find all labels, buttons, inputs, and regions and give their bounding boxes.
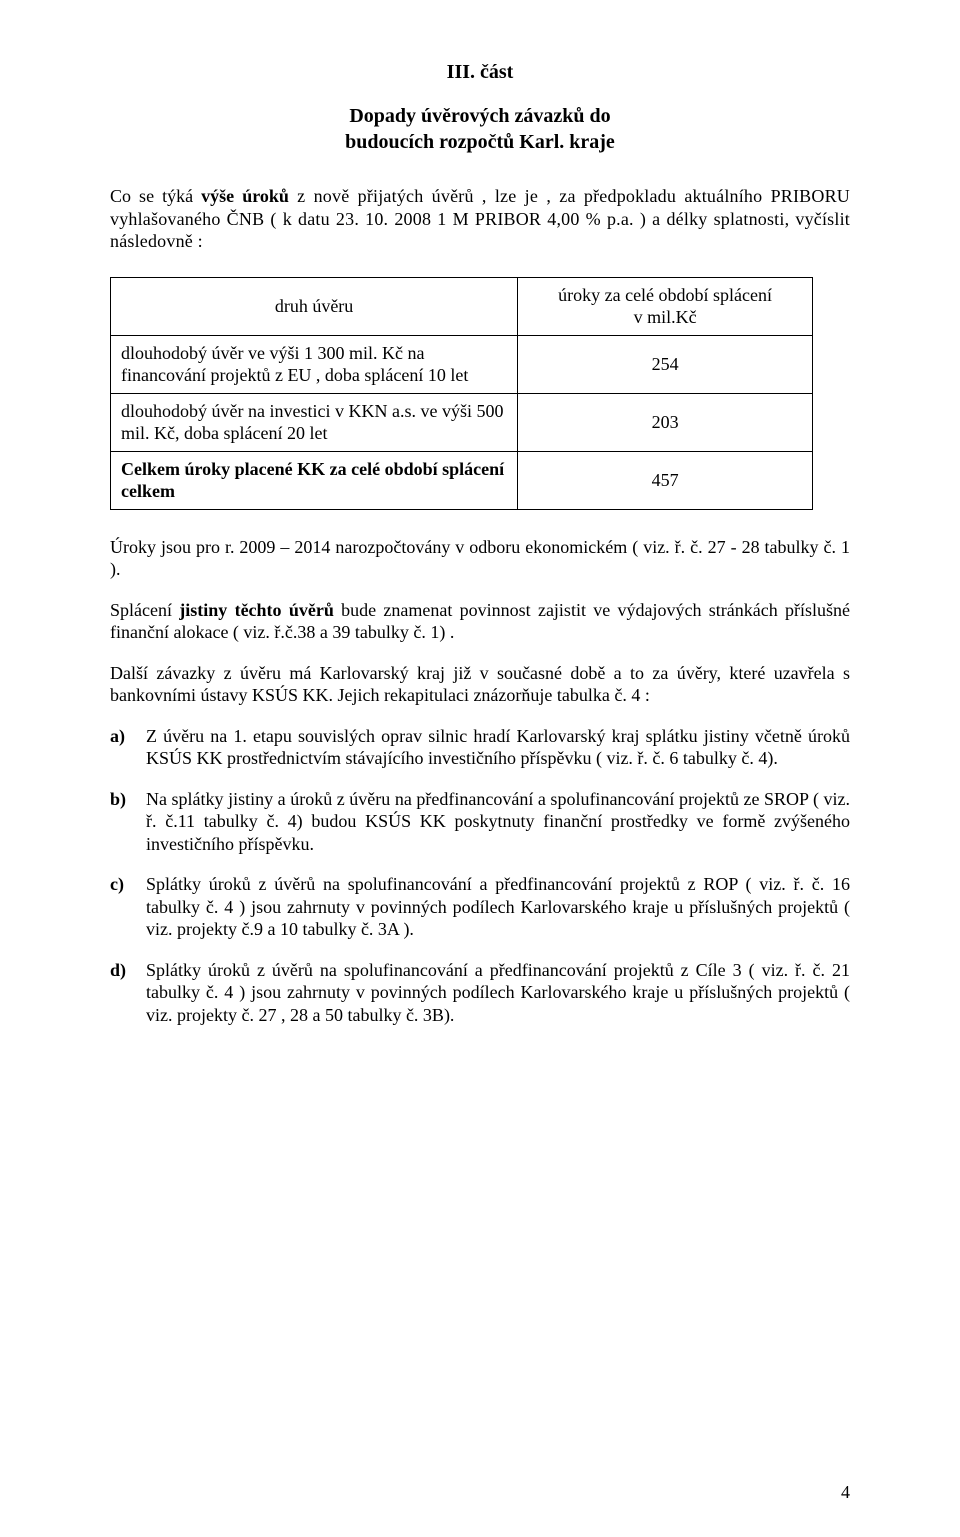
- section-label: III. část: [110, 60, 850, 85]
- loan-table: druh úvěru úroky za celé období splácení…: [110, 277, 813, 510]
- table-header-row: druh úvěru úroky za celé období splácení…: [111, 277, 813, 335]
- table-header-right-l1: úroky za celé období splácení: [558, 285, 772, 305]
- list-item: a) Z úvěru na 1. etapu souvislých oprav …: [110, 725, 850, 770]
- list-body-d: Splátky úroků z úvěrů na spolufinancován…: [146, 959, 850, 1027]
- page-number: 4: [841, 1481, 850, 1504]
- p3-bold: jistiny těchto úvěrů: [179, 600, 341, 620]
- p3-prefix: Splácení: [110, 600, 179, 620]
- document-page: III. část Dopady úvěrových závazků do bu…: [0, 0, 960, 1537]
- body-paragraph-principal: Splácení jistiny těchto úvěrů bude zname…: [110, 599, 850, 644]
- title-line-1: Dopady úvěrových závazků do: [349, 105, 610, 127]
- intro-paragraph: Co se týká výše úroků z nově přijatých ú…: [110, 185, 850, 253]
- intro-prefix: Co se týká: [110, 186, 201, 206]
- table-cell-desc: dlouhodobý úvěr ve výši 1 300 mil. Kč na…: [111, 335, 518, 393]
- list-label-c: c): [110, 873, 146, 941]
- list-item: c) Splátky úroků z úvěrů na spolufinanco…: [110, 873, 850, 941]
- body-paragraph-other-loans: Další závazky z úvěru má Karlovarský kra…: [110, 662, 850, 707]
- ordered-list: a) Z úvěru na 1. etapu souvislých oprav …: [110, 725, 850, 1027]
- list-label-b: b): [110, 788, 146, 856]
- list-label-a: a): [110, 725, 146, 770]
- table-cell-value: 203: [518, 393, 813, 451]
- table-row: dlouhodobý úvěr ve výši 1 300 mil. Kč na…: [111, 335, 813, 393]
- body-paragraph-interest: Úroky jsou pro r. 2009 – 2014 narozpočto…: [110, 536, 850, 581]
- list-body-c: Splátky úroků z úvěrů na spolufinancován…: [146, 873, 850, 941]
- table-header-left: druh úvěru: [111, 277, 518, 335]
- table-row: dlouhodobý úvěr na investici v KKN a.s. …: [111, 393, 813, 451]
- table-row: Celkem úroky placené KK za celé období s…: [111, 451, 813, 509]
- table-header-right: úroky za celé období splácení v mil.Kč: [518, 277, 813, 335]
- intro-bold: výše úroků: [201, 186, 289, 206]
- table-cell-desc: dlouhodobý úvěr na investici v KKN a.s. …: [111, 393, 518, 451]
- list-body-a: Z úvěru na 1. etapu souvislých oprav sil…: [146, 725, 850, 770]
- table-cell-value: 254: [518, 335, 813, 393]
- page-title: Dopady úvěrových závazků do budoucích ro…: [110, 103, 850, 155]
- table-header-right-l2: v mil.Kč: [634, 307, 697, 327]
- list-label-d: d): [110, 959, 146, 1027]
- list-item: d) Splátky úroků z úvěrů na spolufinanco…: [110, 959, 850, 1027]
- title-line-2: budoucích rozpočtů Karl. kraje: [345, 131, 615, 153]
- list-item: b) Na splátky jistiny a úroků z úvěru na…: [110, 788, 850, 856]
- table-cell-value-total: 457: [518, 451, 813, 509]
- list-body-b: Na splátky jistiny a úroků z úvěru na př…: [146, 788, 850, 856]
- table-cell-desc-total: Celkem úroky placené KK za celé období s…: [111, 451, 518, 509]
